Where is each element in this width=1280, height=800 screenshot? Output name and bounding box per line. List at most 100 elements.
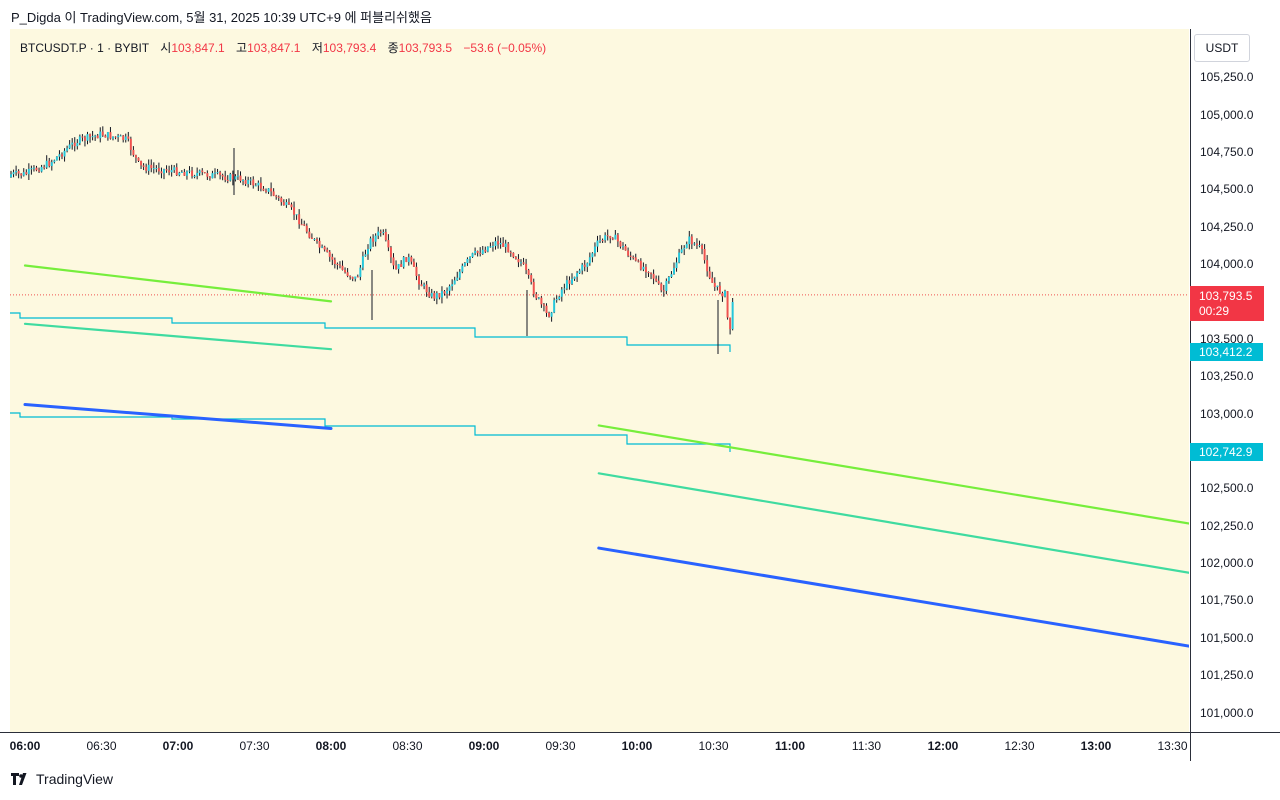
candle-body xyxy=(596,240,599,247)
symbol-legend: BTCUSDT.P · 1 · BYBIT 시103,847.1 고103,84… xyxy=(20,39,546,56)
candle-body xyxy=(509,252,512,254)
candle-body xyxy=(48,160,51,166)
candle-body xyxy=(713,282,716,288)
candle-body xyxy=(129,138,132,150)
candle-body xyxy=(211,173,214,179)
candle-body xyxy=(287,202,290,205)
candle-body xyxy=(351,277,354,279)
candle-body xyxy=(310,237,313,239)
candle-body xyxy=(693,243,696,245)
candle-body xyxy=(216,172,219,174)
candle-body xyxy=(479,252,482,255)
candle-body xyxy=(163,169,165,174)
candle-body xyxy=(405,257,408,262)
candle-body xyxy=(568,280,571,284)
candle-body xyxy=(560,289,563,297)
candle-body xyxy=(198,170,201,173)
candle-body xyxy=(545,305,548,313)
candle-body xyxy=(22,172,25,176)
price-tick-label: 104,750.0 xyxy=(1200,144,1254,159)
candle-body xyxy=(542,304,545,306)
candle-body xyxy=(326,249,329,252)
candle-body xyxy=(563,288,566,290)
time-tick-label: 08:30 xyxy=(392,739,423,753)
candle-body xyxy=(662,290,665,292)
close-label: 종 xyxy=(387,41,399,55)
candle-body xyxy=(374,235,377,242)
time-tick-label: 13:30 xyxy=(1157,739,1188,753)
candle-body xyxy=(565,280,568,289)
time-tick-label: 09:00 xyxy=(468,739,500,753)
candle-body xyxy=(504,243,507,247)
candle-body xyxy=(188,170,191,172)
candle-body xyxy=(379,231,382,233)
price-axis[interactable] xyxy=(1190,29,1280,732)
low-value: 103,793.4 xyxy=(322,41,377,55)
candle-body xyxy=(724,291,726,297)
candle-body xyxy=(706,260,709,272)
lower-band-value: 102,742.9 xyxy=(1199,445,1253,459)
candle-body xyxy=(295,214,298,216)
candle-body xyxy=(497,241,500,245)
candle-body xyxy=(117,135,120,138)
candle-body xyxy=(282,202,285,206)
candle-body xyxy=(428,292,431,297)
time-tick-label: 07:30 xyxy=(239,739,270,753)
candle-body xyxy=(703,249,706,261)
candle-body xyxy=(68,144,71,149)
open-value: 103,847.1 xyxy=(171,41,225,55)
candle-body xyxy=(639,260,642,270)
candle-body xyxy=(665,280,668,291)
candle-body xyxy=(254,185,257,187)
time-axis[interactable] xyxy=(0,732,1190,761)
candle-body xyxy=(670,274,673,277)
price-tick-label: 102,500.0 xyxy=(1200,481,1254,496)
candle-body xyxy=(650,272,653,274)
candle-body xyxy=(622,245,624,247)
candle-body xyxy=(673,268,675,275)
candle-body xyxy=(300,224,303,226)
candle-body xyxy=(535,294,538,299)
candle-body xyxy=(435,293,438,299)
candle-body xyxy=(239,175,242,181)
candle-body xyxy=(55,156,58,161)
candle-body xyxy=(695,243,698,246)
candle-body xyxy=(45,160,48,168)
price-tick-label: 103,500.0 xyxy=(1200,331,1254,346)
candle-body xyxy=(448,286,451,291)
candle-body xyxy=(20,173,23,176)
candle-body xyxy=(502,243,505,247)
candle-body xyxy=(157,168,160,172)
symbol-name[interactable]: BTCUSDT.P · 1 · BYBIT xyxy=(20,41,149,55)
candle-body xyxy=(331,256,334,260)
candle-body xyxy=(690,236,693,245)
candle-body xyxy=(201,170,204,173)
candle-body xyxy=(555,299,558,301)
candle-body xyxy=(629,255,632,257)
time-tick-label: 13:00 xyxy=(1080,739,1112,753)
candle-body xyxy=(231,174,234,180)
price-tick-label: 101,500.0 xyxy=(1200,630,1254,645)
candle-body xyxy=(58,154,61,157)
candle-body xyxy=(512,252,515,257)
candle-body xyxy=(272,191,275,196)
candle-body xyxy=(463,263,466,266)
candle-body xyxy=(221,175,224,177)
lower-band-line xyxy=(10,412,731,452)
currency-button[interactable]: USDT xyxy=(1194,34,1250,62)
candle-body xyxy=(423,284,426,287)
candle-body xyxy=(369,238,372,249)
candle-body xyxy=(66,148,69,151)
candle-body xyxy=(305,225,308,232)
change-value: −53.6 (−0.05%) xyxy=(463,41,547,55)
candle-body xyxy=(599,240,602,242)
candle-body xyxy=(395,265,398,270)
candle-body xyxy=(443,291,446,294)
candle-body xyxy=(583,264,586,267)
candle-body xyxy=(180,171,183,173)
candle-body xyxy=(313,238,316,240)
price-tick-label: 101,750.0 xyxy=(1200,593,1254,608)
candle-body xyxy=(415,266,418,276)
tradingview-brand[interactable]: TradingView xyxy=(11,771,113,787)
candle-body xyxy=(346,272,349,276)
